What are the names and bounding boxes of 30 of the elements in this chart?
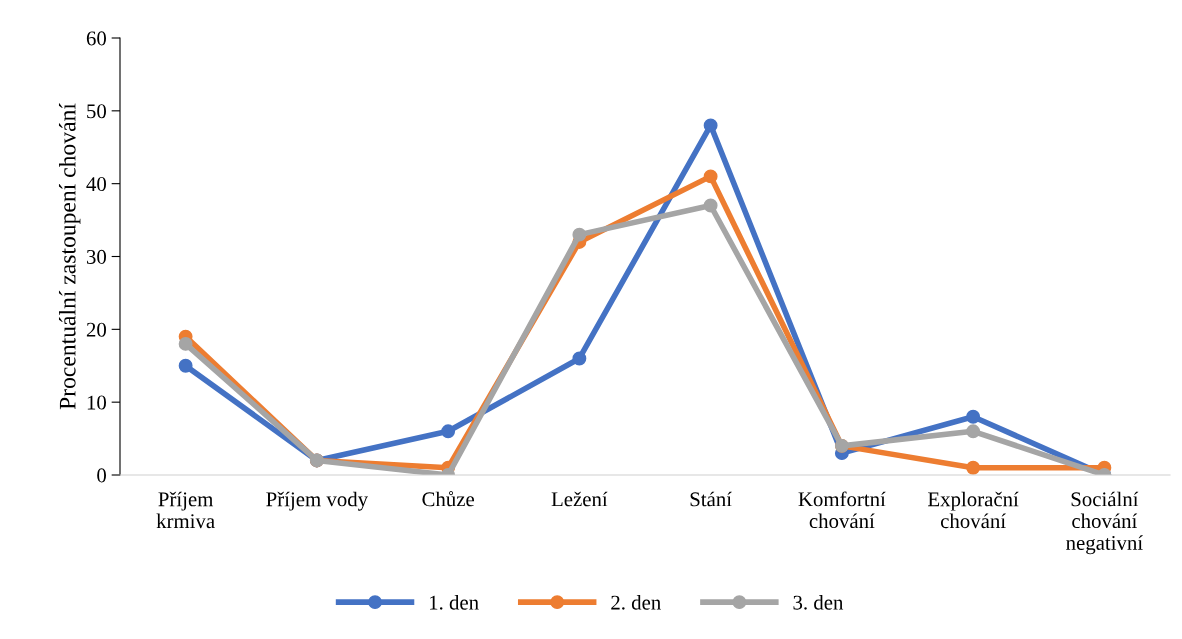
point [703,198,718,213]
point [966,424,981,439]
point [178,358,193,373]
x-tick-label: Explorační chování [928,491,1019,529]
legend-label: 1. den [430,594,479,610]
point [572,351,587,366]
point [178,336,193,351]
y-tick-label: 0 [97,468,107,483]
point [703,118,718,133]
point [572,227,587,242]
y-tick-label: 60 [86,31,107,46]
y-axis-title: Procentuální zastoupení chování [58,103,81,410]
point [441,424,456,439]
y-tick-label: 30 [86,249,107,264]
legend-label: 2. den [611,594,661,610]
y-tick-label: 10 [87,395,107,410]
legend-label: 3. den [793,594,844,610]
x-tick-label: Komfortní chování [798,491,886,529]
point [703,169,718,184]
x-tick-label: Ležení [551,491,608,507]
x-tick-label: Příjem krmiva [156,491,215,529]
point [966,409,981,424]
point [966,460,981,475]
x-tick-label: Příjem vody [266,491,369,511]
x-tick-label: Stání [690,491,732,507]
y-tick-label: 20 [86,322,107,337]
x-tick-label: Chůze [422,491,475,507]
y-tick-label: 50 [87,104,107,119]
x-tick-label: Sociální chování negativní [1066,491,1143,555]
y-tick-label: 40 [86,177,107,192]
